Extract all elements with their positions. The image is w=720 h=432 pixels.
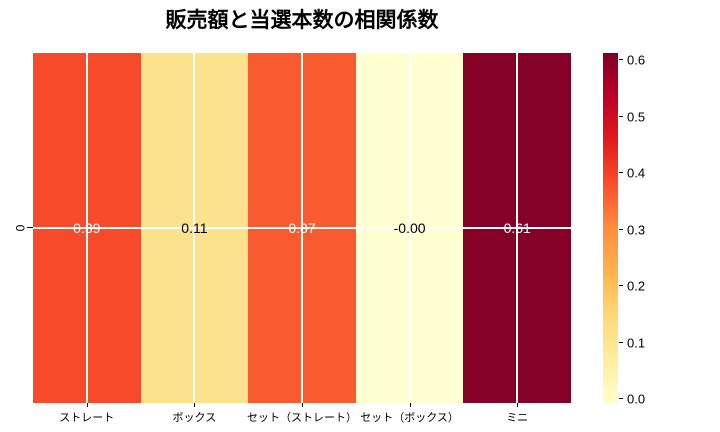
colorbar-tick-label: 0.1 bbox=[627, 335, 646, 351]
cell-value-label: 0.61 bbox=[503, 220, 531, 236]
chart-title: 販売額と当選本数の相関係数 bbox=[165, 9, 439, 32]
y-tick-mark bbox=[27, 227, 33, 228]
y-tick-label: 0 bbox=[13, 224, 28, 232]
cell-value-label: -0.00 bbox=[393, 220, 426, 236]
colorbar-tick-mark bbox=[619, 228, 623, 230]
cell-value-label: 0.37 bbox=[288, 220, 316, 236]
x-tick-label-3: セット（ボックス） bbox=[360, 412, 459, 424]
x-tick-label-0: ストレート bbox=[59, 412, 115, 424]
x-tick-mark bbox=[86, 403, 88, 407]
colorbar-tick-mark bbox=[619, 398, 623, 400]
x-tick-mark bbox=[517, 403, 519, 407]
cell-annotations: 0.39 0.11 0.37 -0.00 0.61 bbox=[33, 53, 571, 403]
x-tick-mark bbox=[302, 403, 303, 407]
colorbar-tick-mark bbox=[619, 172, 623, 174]
colorbar-gradient bbox=[603, 53, 618, 403]
colorbar-ticks: 0.0 0.1 0.2 0.3 0.4 0.5 0.6 bbox=[618, 52, 678, 407]
colorbar-tick-label: 0.0 bbox=[627, 391, 646, 407]
x-tick-label-1: ボックス bbox=[172, 412, 217, 424]
colorbar-tick-label: 0.4 bbox=[627, 165, 646, 181]
colorbar-tick-mark bbox=[619, 341, 623, 343]
colorbar-tick-mark bbox=[619, 285, 623, 287]
colorbar-tick-label: 0.5 bbox=[627, 109, 646, 125]
colorbar-tick-mark bbox=[619, 59, 623, 61]
cell-value-label: 0.39 bbox=[73, 220, 101, 236]
x-axis: ストレート ボックス セット（ストレート） セット（ボックス） ミニ bbox=[33, 403, 571, 429]
colorbar-tick-mark bbox=[619, 115, 623, 117]
x-tick-label-4: ミニ bbox=[506, 412, 529, 424]
x-tick-mark bbox=[409, 403, 411, 407]
y-axis: 0 bbox=[0, 53, 33, 403]
colorbar-tick-label: 0.3 bbox=[627, 222, 646, 238]
x-tick-mark bbox=[194, 403, 196, 407]
colorbar-tick-label: 0.2 bbox=[627, 278, 646, 294]
cell-value-label: 0.11 bbox=[181, 220, 208, 236]
x-tick-label-2: セット（ストレート） bbox=[247, 412, 357, 424]
heatmap-plot-area: 0.39 0.11 0.37 -0.00 0.61 bbox=[33, 53, 571, 403]
colorbar-tick-label: 0.6 bbox=[627, 52, 646, 68]
